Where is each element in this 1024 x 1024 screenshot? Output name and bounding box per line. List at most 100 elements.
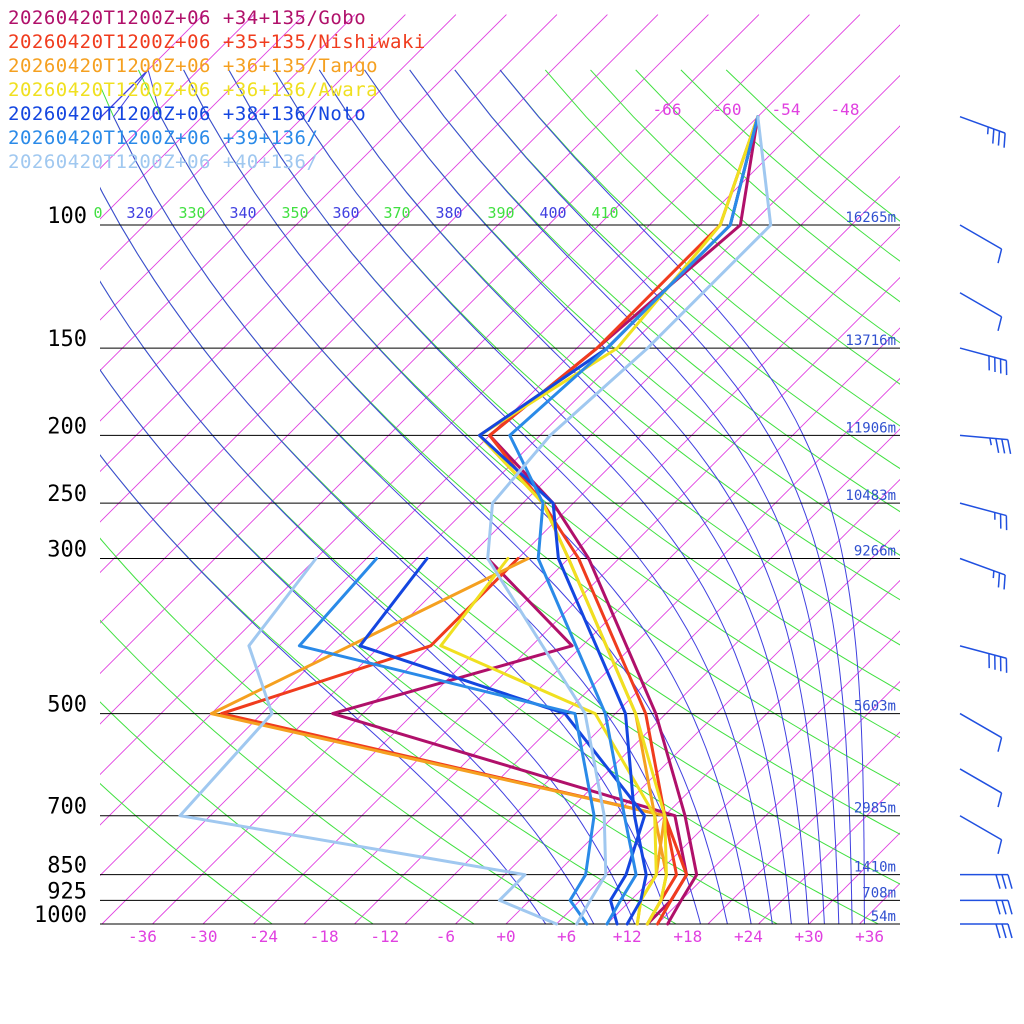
wind-barb — [959, 434, 1012, 455]
dry-adiabat-line — [100, 782, 273, 924]
dewpoint-line — [297, 557, 596, 926]
temperature-line — [478, 115, 760, 926]
height-label: 10483m — [845, 488, 896, 504]
series-group — [439, 115, 760, 926]
pressure-label: 200 — [47, 414, 87, 439]
series-group — [331, 115, 760, 926]
wind-barb-staff — [959, 557, 1006, 576]
wind-barb-staff — [959, 815, 1002, 841]
isotherm-line — [100, 14, 406, 321]
wind-barb — [959, 116, 1006, 148]
theta-label: 360 — [332, 204, 359, 222]
legend-entry: 20260420T1200Z+06 +35+135/Nishiwaki — [8, 31, 426, 53]
moist-adiabat-line — [228, 69, 773, 924]
legend-entry: 20260420T1200Z+06 +40+136/ — [8, 151, 318, 173]
wind-barb-staff — [959, 347, 1007, 362]
isotherm-line — [100, 14, 305, 220]
theta-label: 340 — [229, 204, 256, 222]
height-label: 1410m — [854, 860, 896, 876]
upper-temp-label: -48 — [831, 100, 860, 119]
dewpoint-line — [178, 557, 558, 926]
dry-adiabat-line — [137, 69, 900, 787]
wind-barb — [959, 292, 1003, 332]
temperature-line — [488, 115, 760, 926]
dry-adiabat-line — [364, 69, 900, 556]
wind-barb-flag — [992, 128, 995, 144]
wind-barb-staff — [959, 434, 1008, 441]
wind-barb-flag — [1001, 874, 1007, 889]
moist-adiabat-line — [318, 69, 810, 924]
pressure-label: 925 — [47, 879, 87, 904]
wind-barb-staff — [959, 712, 1002, 739]
wind-barb-flag — [995, 874, 1001, 889]
wind-barb-flag — [1003, 133, 1006, 148]
x-tick-label: -6 — [436, 927, 455, 946]
wind-barb — [959, 712, 1003, 752]
series-group — [297, 115, 760, 926]
isotherm-line — [707, 731, 900, 924]
isotherm-line — [100, 14, 659, 574]
theta-label: 330 — [178, 204, 205, 222]
x-tick-label: -24 — [249, 927, 278, 946]
x-tick-label: +36 — [855, 927, 884, 946]
wind-barb — [959, 502, 1008, 531]
isotherm-line — [100, 14, 608, 523]
wind-barb-flag — [1003, 574, 1006, 590]
dry-adiabat-line — [228, 69, 900, 692]
wind-barb-flag — [997, 792, 1003, 808]
isotherm-line — [455, 478, 900, 924]
isotherm-line — [152, 175, 900, 924]
isotherm-line — [100, 14, 255, 170]
isotherm-line — [859, 882, 900, 924]
isotherm-line — [404, 428, 900, 924]
height-label: 16265m — [845, 210, 896, 226]
theta-labels: 0 320 330 340 350 360 370 380 390 400 410 — [93, 204, 618, 222]
pressure-label: 1000 — [34, 903, 87, 928]
x-tick-label: +12 — [613, 927, 642, 946]
theta-label: 410 — [591, 204, 618, 222]
dewpoint-line — [209, 557, 667, 926]
wind-barb-flag — [997, 737, 1003, 752]
isotherm-line — [100, 14, 709, 624]
upper-temp-label: -60 — [713, 100, 742, 119]
temperature-line — [486, 115, 773, 926]
dry-adiabat-line — [273, 69, 900, 646]
wind-barb — [959, 645, 1008, 673]
isotherm-line — [910, 15, 1024, 924]
theta-label: 400 — [539, 204, 566, 222]
theta-label: 370 — [383, 204, 410, 222]
dry-adiabat-line — [318, 69, 900, 601]
x-tick-label: -30 — [189, 927, 218, 946]
wind-barb — [960, 923, 1013, 939]
dry-adiabat-line — [590, 69, 900, 344]
wind-barb — [960, 873, 1013, 889]
pressure-label: 850 — [47, 854, 87, 879]
wind-barb-half-flag — [989, 437, 993, 446]
dry-adiabat-line — [183, 69, 900, 739]
isotherm-line — [303, 327, 900, 924]
isotherm-line — [100, 24, 900, 826]
theta-label: 320 — [126, 204, 153, 222]
moist-adiabat-line — [454, 69, 853, 924]
theta-label: 0 — [93, 204, 102, 222]
series-group — [358, 115, 760, 926]
wind-barb-flag — [997, 131, 1001, 146]
theta-label: 380 — [435, 204, 462, 222]
wind-barb — [959, 224, 1003, 264]
isotherm-line — [253, 276, 900, 924]
wind-barbs — [959, 116, 1013, 939]
wind-barb — [960, 899, 1013, 915]
x-tick-label: +18 — [673, 927, 702, 946]
upper-temp-label: -54 — [772, 100, 801, 119]
moist-adiabat-line — [364, 69, 825, 924]
wind-barb-half-flag — [992, 570, 995, 579]
isotherm-line — [100, 14, 810, 725]
height-label: 13716m — [845, 333, 896, 349]
wind-barb-flag — [997, 572, 1001, 588]
moist-adiabat-line — [100, 69, 671, 924]
wind-barb-flag — [1007, 923, 1013, 939]
x-tick-label: +6 — [557, 927, 576, 946]
isotherm-line — [100, 14, 558, 473]
moist-adiabat-line — [183, 69, 752, 924]
